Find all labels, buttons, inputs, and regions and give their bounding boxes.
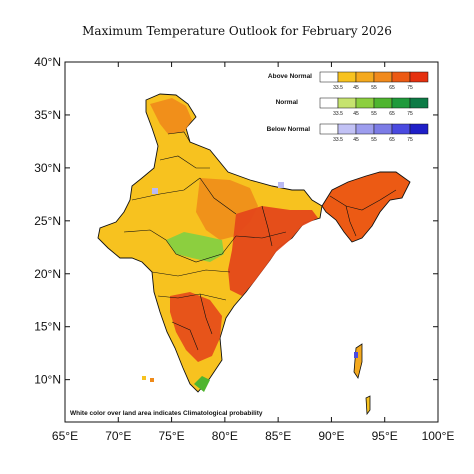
legend: Above Normal 33.5 45 55 65 75 Normal 33.5 45 5… bbox=[267, 71, 429, 143]
legend-row-above bbox=[319, 71, 429, 83]
legend-tick-label: 33.5 bbox=[333, 137, 343, 143]
legend-ticks-below: 33.5 45 55 65 75 bbox=[333, 137, 413, 143]
legend-swatch bbox=[409, 97, 429, 109]
x-tick-label: 80°E bbox=[212, 429, 238, 443]
state-boundary bbox=[165, 235, 237, 263]
state-boundary bbox=[167, 131, 191, 143]
state-boundary bbox=[159, 155, 210, 169]
state-boundary bbox=[123, 229, 167, 241]
below-normal-cell bbox=[152, 188, 158, 194]
lakshadweep-cell bbox=[150, 378, 154, 382]
below-normal-cell bbox=[278, 182, 284, 188]
state-boundary bbox=[329, 189, 397, 211]
y-tick-label: 20°N bbox=[34, 267, 61, 281]
legend-tick-label: 75 bbox=[407, 111, 413, 117]
legend-swatch bbox=[391, 123, 411, 135]
legend-swatch bbox=[319, 71, 339, 83]
legend-swatch bbox=[337, 123, 357, 135]
lakshadweep-cell bbox=[142, 376, 146, 380]
map-title: Maximum Temperature Outlook for February… bbox=[82, 24, 392, 38]
state-boundary bbox=[345, 205, 357, 237]
legend-tick-label: 45 bbox=[353, 85, 359, 91]
legend-swatch bbox=[337, 71, 357, 83]
legend-swatch bbox=[355, 71, 375, 83]
legend-tick-label: 33.5 bbox=[333, 85, 343, 91]
x-tick-label: 95°E bbox=[372, 429, 398, 443]
y-tick-label: 30°N bbox=[34, 161, 61, 175]
y-tick-label: 10°N bbox=[34, 373, 61, 387]
legend-swatch bbox=[337, 97, 357, 109]
legend-row-below bbox=[319, 123, 429, 135]
x-tick-label: 70°E bbox=[105, 429, 131, 443]
legend-swatch bbox=[355, 123, 375, 135]
legend-swatch bbox=[409, 71, 429, 83]
above-normal-orange-zone bbox=[150, 98, 192, 134]
state-boundary bbox=[235, 231, 287, 239]
state-boundary bbox=[131, 177, 201, 201]
y-tick-label: 25°N bbox=[34, 214, 61, 228]
normal-green-south bbox=[194, 376, 210, 392]
state-boundary bbox=[199, 177, 237, 215]
y-axis: 40°N 35°N 30°N 25°N 20°N 15°N 10°N bbox=[34, 55, 438, 387]
legend-label-normal: Normal bbox=[276, 99, 299, 106]
legend-swatch bbox=[409, 123, 429, 135]
legend-tick-label: 55 bbox=[371, 85, 377, 91]
legend-tick-label: 65 bbox=[389, 111, 395, 117]
above-normal-deep-south bbox=[170, 292, 222, 362]
x-tick-label: 75°E bbox=[158, 429, 184, 443]
nicobar-islands bbox=[365, 395, 371, 416]
legend-swatch bbox=[373, 123, 393, 135]
x-tick-label: 90°E bbox=[318, 429, 344, 443]
legend-row-normal bbox=[319, 97, 429, 109]
normal-green-zone bbox=[166, 232, 224, 262]
legend-swatch bbox=[319, 97, 339, 109]
legend-tick-label: 55 bbox=[371, 137, 377, 143]
x-tick-label: 85°E bbox=[265, 429, 291, 443]
state-boundary bbox=[199, 293, 213, 335]
legend-swatch bbox=[391, 97, 411, 109]
state-boundary bbox=[261, 205, 273, 247]
state-boundary bbox=[157, 293, 227, 301]
y-tick-label: 35°N bbox=[34, 108, 61, 122]
legend-tick-label: 65 bbox=[389, 137, 395, 143]
legend-tick-label: 45 bbox=[353, 111, 359, 117]
legend-swatch bbox=[373, 97, 393, 109]
state-boundary bbox=[151, 269, 231, 277]
legend-tick-label: 45 bbox=[353, 137, 359, 143]
climatology-note: White color over land area indicates Cli… bbox=[70, 410, 263, 417]
x-tick-label: 65°E bbox=[52, 429, 78, 443]
northeast-region bbox=[321, 171, 411, 243]
legend-tick-label: 75 bbox=[407, 85, 413, 91]
legend-label-below: Below Normal bbox=[267, 126, 311, 133]
legend-tick-label: 55 bbox=[371, 111, 377, 117]
map-layer bbox=[97, 93, 411, 416]
legend-tick-label: 75 bbox=[407, 137, 413, 143]
above-normal-deep-east bbox=[228, 206, 318, 296]
legend-swatch bbox=[355, 97, 375, 109]
legend-ticks-normal: 33.5 45 55 65 75 bbox=[333, 111, 413, 117]
legend-tick-label: 33.5 bbox=[333, 111, 343, 117]
y-tick-label: 15°N bbox=[34, 320, 61, 334]
legend-ticks-above: 33.5 45 55 65 75 bbox=[333, 85, 413, 91]
state-boundaries bbox=[123, 131, 397, 351]
legend-swatch bbox=[373, 71, 393, 83]
legend-swatch bbox=[391, 71, 411, 83]
andaman-blue-cell bbox=[354, 352, 358, 358]
x-tick-label: 100°E bbox=[422, 429, 455, 443]
legend-swatch bbox=[319, 123, 339, 135]
legend-tick-label: 65 bbox=[389, 85, 395, 91]
state-boundary bbox=[171, 321, 199, 351]
y-tick-label: 40°N bbox=[34, 55, 61, 69]
x-axis: 65°E 70°E 75°E 80°E 85°E 90°E 95°E 100°E bbox=[52, 62, 454, 443]
legend-label-above: Above Normal bbox=[268, 73, 312, 80]
